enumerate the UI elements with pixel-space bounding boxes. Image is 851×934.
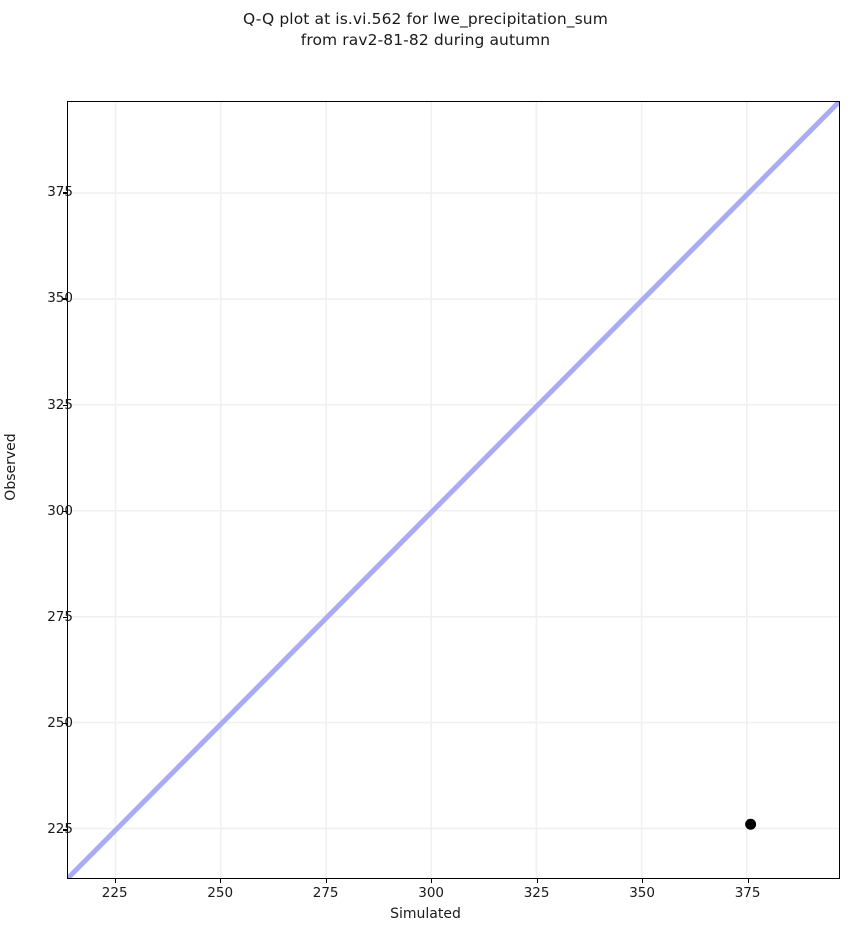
x-axis-title: Simulated (390, 906, 461, 922)
y-tick-mark-225 (63, 829, 67, 831)
y-tick-mark-300 (63, 510, 67, 513)
y-tick-label-250: 250 (47, 715, 73, 732)
x-tick-mark-225 (114, 879, 116, 883)
x-tick-label-300: 300 (418, 885, 445, 901)
y-tick-mark-275 (63, 616, 67, 619)
x-tick-mark-300 (431, 879, 433, 883)
title-line-2: from rav2-81-82 during autumn (300, 31, 551, 49)
data-point-layer (745, 818, 757, 830)
page-title: Q-Q plot at is.vi.562 for lwe_precipitat… (0, 9, 851, 51)
y-tick-mark-325 (63, 404, 67, 406)
y-tick-label-350: 350 (47, 290, 73, 307)
x-tick-mark-250 (220, 879, 222, 883)
data-point (745, 818, 757, 830)
y-tick-label-325: 325 (47, 396, 73, 413)
x-tick-mark-325 (536, 879, 538, 883)
x-tick-mark-275 (325, 879, 327, 883)
y-tick-label-275: 275 (47, 608, 73, 625)
x-tick-label-375: 375 (734, 885, 761, 901)
y-axis-title: Observed (3, 433, 19, 501)
x-tick-mark-350 (642, 879, 644, 883)
y-tick-mark-375 (63, 192, 67, 194)
reference-line-layer (68, 102, 839, 878)
y-tick-label-300: 300 (47, 502, 73, 519)
chart-canvas (68, 102, 839, 878)
plot-area (67, 101, 840, 879)
one-to-one-reference-line (68, 102, 839, 878)
x-tick-label-225: 225 (101, 885, 128, 901)
x-tick-mark-375 (747, 879, 749, 883)
x-tick-label-350: 350 (629, 885, 655, 901)
grid-lines (68, 102, 839, 878)
y-tick-label-375: 375 (47, 184, 73, 201)
y-tick-mark-250 (63, 723, 67, 725)
x-tick-label-275: 275 (312, 885, 339, 901)
x-tick-label-250: 250 (207, 885, 234, 901)
title-line-1: Q-Q plot at is.vi.562 for lwe_precipitat… (243, 10, 608, 28)
y-tick-mark-350 (63, 298, 67, 300)
y-tick-label-225: 225 (47, 821, 73, 838)
x-tick-label-325: 325 (523, 885, 550, 901)
